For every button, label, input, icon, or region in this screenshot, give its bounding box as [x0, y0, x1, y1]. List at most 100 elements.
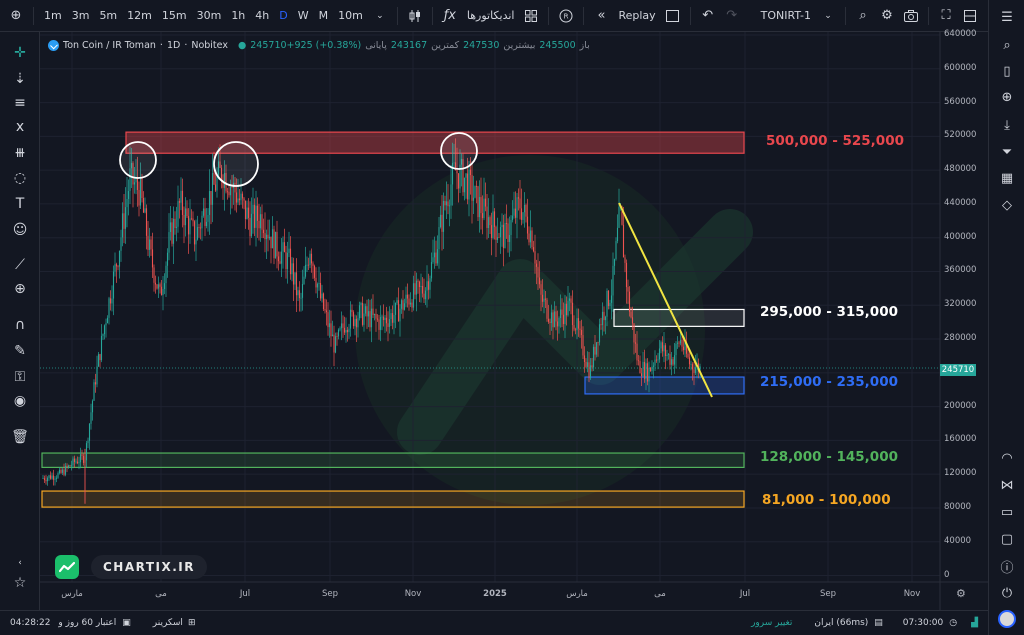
- candle-body: [372, 308, 374, 316]
- candle-body: [487, 217, 490, 228]
- news-icon[interactable]: ▯: [1003, 63, 1011, 79]
- interval-W[interactable]: W: [297, 9, 309, 22]
- camera-icon[interactable]: [899, 4, 923, 28]
- interval-5m[interactable]: 5m: [99, 9, 118, 22]
- candle-body: [498, 237, 500, 239]
- info-icon[interactable]: ⓘ: [1000, 560, 1014, 576]
- candle-body: [250, 213, 253, 237]
- quick-search-icon[interactable]: ⌕: [859, 8, 867, 23]
- layers-icon[interactable]: ◇: [1002, 197, 1012, 213]
- legend-symbol[interactable]: Ton Coin / IR Toman: [63, 39, 156, 51]
- templates-icon[interactable]: [519, 4, 543, 28]
- candle-body: [67, 465, 70, 468]
- candle-body: [289, 248, 292, 275]
- time-tick-label: Sep: [819, 589, 837, 599]
- watchlist-icon[interactable]: ☰: [1001, 9, 1013, 25]
- candle-body: [618, 206, 620, 228]
- alert-icon[interactable]: R: [554, 4, 578, 28]
- price-chart[interactable]: ⚙: [40, 32, 988, 610]
- candle-body: [454, 162, 457, 171]
- fullscreen-box-icon[interactable]: [661, 4, 685, 28]
- card-icon[interactable]: ▭: [1000, 504, 1014, 520]
- change-server-button[interactable]: تغییر سرور: [751, 618, 793, 628]
- cursor-icon[interactable]: ⇣: [14, 71, 26, 87]
- interval-4h[interactable]: 4h: [255, 9, 270, 22]
- emoji-icon[interactable]: ☺: [12, 222, 28, 238]
- candle-body: [646, 363, 649, 382]
- headset-icon[interactable]: ◠: [1001, 450, 1013, 466]
- candle-body: [193, 221, 196, 245]
- alert-add-icon[interactable]: ⊕: [1001, 89, 1013, 105]
- candle-body: [636, 343, 638, 361]
- magnet-icon[interactable]: ∩: [14, 317, 26, 333]
- settings-icon[interactable]: ⚙: [881, 8, 893, 23]
- download-icon[interactable]: ⤓: [1004, 117, 1010, 133]
- trendline: [618, 202, 713, 398]
- fib-icon[interactable]: ⧻: [14, 145, 26, 161]
- candle-body: [583, 355, 586, 363]
- shapes-icon[interactable]: ◌: [13, 170, 27, 186]
- lock-icon[interactable]: ⚿: [14, 369, 26, 385]
- candle-body: [204, 208, 206, 227]
- undo-icon[interactable]: ↶: [702, 8, 714, 23]
- chevron-down-icon[interactable]: ⌄: [376, 10, 384, 21]
- keep-drawing-icon[interactable]: ✎: [14, 343, 26, 359]
- candle-body: [153, 267, 155, 283]
- interval-10m[interactable]: 10m: [338, 9, 363, 22]
- trash-icon[interactable]: 🗑: [11, 429, 29, 445]
- chart-canvas[interactable]: ⚙: [40, 32, 988, 610]
- fullscreen-icon[interactable]: ⛶: [941, 8, 951, 23]
- layout-name[interactable]: TONIRT-1: [760, 9, 811, 22]
- candle-body: [252, 204, 254, 214]
- interval-D[interactable]: D: [279, 9, 288, 22]
- divider: [928, 6, 929, 25]
- interval-M[interactable]: M: [318, 9, 329, 22]
- indicators-icon[interactable]: ƒx: [443, 8, 457, 23]
- candle-style-icon[interactable]: [403, 4, 427, 28]
- candle-body: [130, 163, 133, 169]
- avatar[interactable]: [995, 608, 1019, 630]
- chevron-down-icon[interactable]: ⌄: [824, 10, 832, 21]
- candle-body: [292, 263, 295, 285]
- candle-body: [526, 216, 529, 234]
- screener-icon[interactable]: ⊞: [187, 618, 196, 628]
- candle-body: [189, 218, 191, 235]
- interval-1m[interactable]: 1m: [44, 9, 62, 22]
- favorites-star-icon[interactable]: ☆: [13, 575, 27, 591]
- indicators-button[interactable]: اندیکاتورها: [466, 9, 515, 22]
- chart-type-icon[interactable]: ▟: [971, 618, 978, 628]
- power-icon[interactable]: ⏻: [1001, 585, 1013, 601]
- eye-icon[interactable]: ◉: [13, 393, 27, 409]
- candle-body: [235, 192, 238, 203]
- replay-button[interactable]: Replay: [618, 9, 656, 22]
- add-symbol-icon[interactable]: ⊕: [10, 8, 22, 23]
- server-icon: ▤: [874, 618, 883, 628]
- calendar-icon[interactable]: ▦: [1000, 170, 1014, 186]
- search-icon[interactable]: ⌕: [1003, 37, 1011, 53]
- candle-body: [316, 283, 319, 288]
- candle-body: [73, 458, 76, 462]
- zoom-in-icon[interactable]: ⊕: [14, 281, 26, 297]
- layout-icon[interactable]: [958, 4, 982, 28]
- text-icon[interactable]: T: [15, 196, 25, 212]
- redo-icon[interactable]: ↷: [726, 8, 738, 23]
- interval-3m[interactable]: 3m: [71, 9, 90, 22]
- pitchfork-icon[interactable]: ⅹ: [15, 119, 25, 135]
- interval-12m[interactable]: 12m: [127, 9, 152, 22]
- interval-1h[interactable]: 1h: [231, 9, 246, 22]
- collapse-icon[interactable]: ‹: [18, 558, 22, 568]
- chat-icon[interactable]: ▢: [1000, 531, 1014, 547]
- trend-line-icon[interactable]: ≡: [14, 95, 26, 111]
- candle-body: [637, 360, 640, 362]
- candle-body: [328, 323, 331, 328]
- crosshair-icon[interactable]: ✛: [14, 45, 26, 61]
- replay-icon[interactable]: «: [597, 8, 606, 23]
- candle-body: [565, 303, 568, 316]
- screener-button[interactable]: اسکرینر: [152, 618, 183, 628]
- interval-15m[interactable]: 15m: [161, 9, 187, 22]
- ruler-icon[interactable]: ⟋: [15, 257, 25, 273]
- share-icon[interactable]: ⋈: [1000, 477, 1014, 493]
- candle-body: [642, 361, 644, 377]
- filter-icon[interactable]: ⏷: [1001, 144, 1013, 160]
- interval-30m[interactable]: 30m: [196, 9, 222, 22]
